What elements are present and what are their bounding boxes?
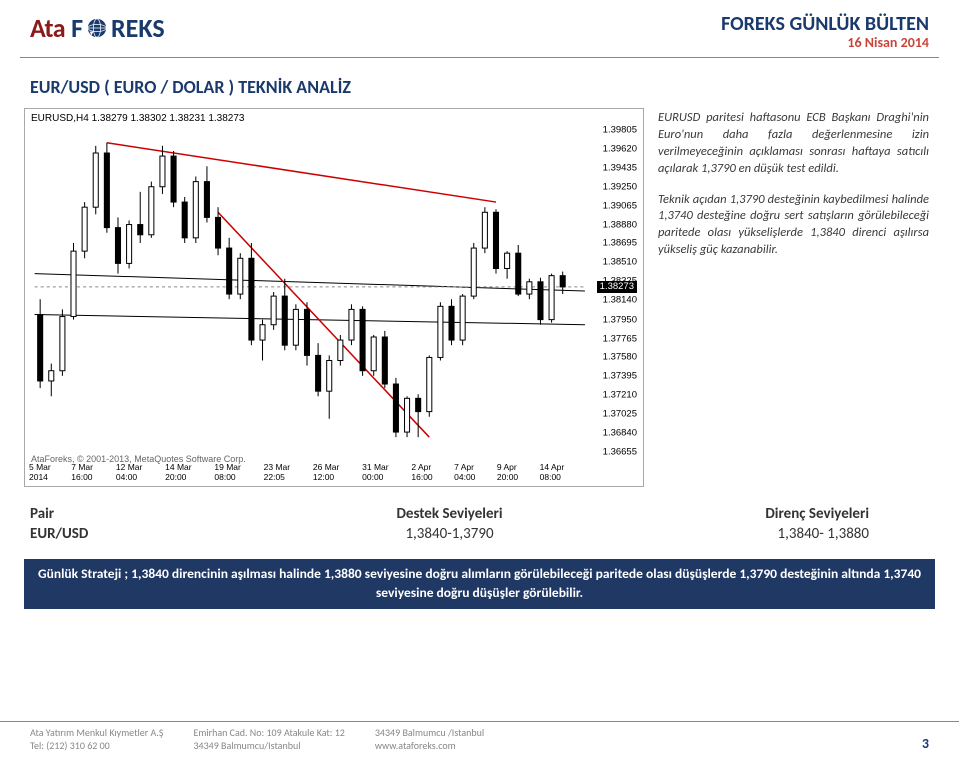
analysis-paragraph-2: Teknik açıdan 1,3790 desteğinin kaybedil… — [658, 192, 929, 260]
x-tick-label: 12 Mar 04:00 — [116, 462, 165, 482]
logo: Ata F REKS — [30, 12, 165, 44]
chart-area: 1.39805 1.39620 1.39435 1.39250 1.39065 1.388… — [25, 126, 643, 486]
logo-ata-text: Ata — [30, 12, 65, 44]
footer-col-2: Emirhan Cad. No: 109 Atakule Kat: 12 343… — [193, 726, 344, 752]
page-footer: Ata Yatırım Menkul Kıymetler A.Ş Tel: (2… — [0, 721, 959, 752]
x-tick-label: 31 Mar 00:00 — [362, 462, 411, 482]
y-tick-label: 1.36655 — [603, 447, 637, 458]
x-tick-label: 23 Mar 22:05 — [264, 462, 313, 482]
y-tick-label: 1.37395 — [603, 371, 637, 382]
footer-left: Ata Yatırım Menkul Kıymetler A.Ş Tel: (2… — [30, 726, 484, 752]
chart-plot — [25, 126, 591, 486]
y-tick-label: 1.37950 — [603, 314, 637, 325]
logo-f-text: F — [71, 12, 83, 44]
chart-header-text: EURUSD,H4 1.38279 1.38302 1.38231 1.3827… — [25, 109, 643, 126]
x-axis-labels: 5 Mar 20147 Mar 16:0012 Mar 04:0014 Mar … — [25, 462, 591, 482]
page-number: 3 — [922, 735, 929, 752]
levels-table-header: Pair Destek Seviyeleri Direnç Seviyeleri — [0, 487, 959, 525]
y-tick-label: 1.38140 — [603, 295, 637, 306]
y-tick-label: 1.39435 — [603, 162, 637, 173]
y-tick-label: 1.37580 — [603, 352, 637, 363]
th-support: Destek Seviyeleri — [310, 505, 590, 523]
y-tick-label: 1.39620 — [603, 143, 637, 154]
x-tick-label: 2 Apr 16:00 — [411, 462, 454, 482]
y-tick-label: 1.38695 — [603, 238, 637, 249]
y-tick-label: 1.38510 — [603, 257, 637, 268]
analysis-text-column: EURUSD paritesi haftasonu ECB Başkanı Dr… — [654, 108, 935, 487]
bulletin-title: FOREKS GÜNLÜK BÜLTEN — [721, 12, 929, 36]
y-tick-label: 1.38273 — [597, 281, 637, 293]
x-tick-label: 14 Apr 08:00 — [540, 462, 587, 482]
footer-col-3: 34349 Balmumcu /Istanbul www.ataforeks.c… — [375, 726, 484, 752]
section-title: EUR/USD ( EURO / DOLAR ) TEKNİK ANALİZ — [0, 68, 959, 108]
x-tick-label: 14 Mar 20:00 — [165, 462, 214, 482]
footer-tel: Tel: (212) 310 62 00 — [30, 739, 163, 752]
chart-container: EURUSD,H4 1.38279 1.38302 1.38231 1.3827… — [24, 108, 644, 487]
y-tick-label: 1.36840 — [603, 428, 637, 439]
td-support: 1,3840-1,3790 — [310, 525, 590, 543]
y-tick-label: 1.37025 — [603, 409, 637, 420]
y-tick-label: 1.37210 — [603, 390, 637, 401]
footer-address-1: Emirhan Cad. No: 109 Atakule Kat: 12 — [193, 726, 344, 739]
y-tick-label: 1.38880 — [603, 219, 637, 230]
footer-address-2: 34349 Balmumcu/Istanbul — [193, 739, 344, 752]
y-axis-labels: 1.39805 1.39620 1.39435 1.39250 1.39065 1.388… — [591, 126, 641, 486]
td-pair: EUR/USD — [30, 525, 310, 543]
bulletin-title-block: FOREKS GÜNLÜK BÜLTEN 16 Nisan 2014 — [721, 12, 929, 51]
y-tick-label: 1.39805 — [603, 125, 637, 136]
bulletin-date: 16 Nisan 2014 — [721, 34, 929, 51]
x-tick-label: 19 Mar 08:00 — [214, 462, 263, 482]
td-resistance: 1,3840- 1,3880 — [589, 525, 929, 543]
candlestick-svg — [25, 126, 591, 486]
x-tick-label: 9 Apr 20:00 — [497, 462, 540, 482]
x-tick-label: 26 Mar 12:00 — [313, 462, 362, 482]
strategy-box: Günlük Strateji ; 1,3840 direncinin aşıl… — [24, 559, 935, 609]
page-header: Ata F REKS FOREKS GÜNLÜK BÜLTEN 16 Nisan… — [0, 0, 959, 55]
x-tick-label: 7 Apr 04:00 — [454, 462, 497, 482]
y-tick-label: 1.39065 — [603, 200, 637, 211]
x-tick-label: 7 Mar 16:00 — [71, 462, 116, 482]
globe-icon — [86, 17, 108, 39]
logo-reks-text: REKS — [111, 12, 165, 44]
x-tick-label: 5 Mar 2014 — [29, 462, 71, 482]
th-resistance: Direnç Seviyeleri — [589, 505, 929, 523]
footer-web: www.ataforeks.com — [375, 739, 484, 752]
footer-city: 34349 Balmumcu /Istanbul — [375, 726, 484, 739]
y-tick-label: 1.37765 — [603, 333, 637, 344]
footer-company: Ata Yatırım Menkul Kıymetler A.Ş — [30, 726, 163, 739]
header-divider — [20, 57, 939, 58]
content-row: EURUSD,H4 1.38279 1.38302 1.38231 1.3827… — [0, 108, 959, 487]
analysis-paragraph-1: EURUSD paritesi haftasonu ECB Başkanı Dr… — [658, 110, 929, 178]
y-tick-label: 1.39250 — [603, 181, 637, 192]
th-pair: Pair — [30, 505, 310, 523]
levels-table-row: EUR/USD 1,3840-1,3790 1,3840- 1,3880 — [0, 525, 959, 555]
footer-col-1: Ata Yatırım Menkul Kıymetler A.Ş Tel: (2… — [30, 726, 163, 752]
